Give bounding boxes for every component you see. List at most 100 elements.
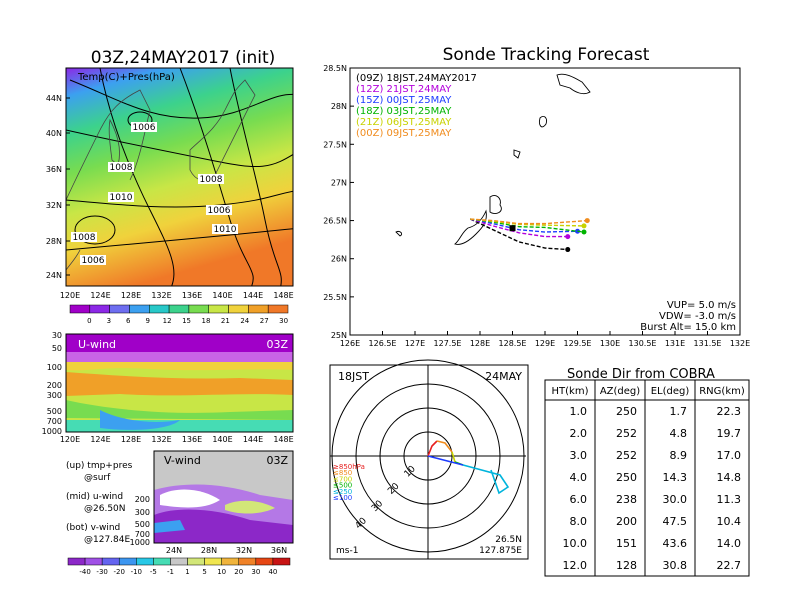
contour-label-bg [71,232,97,242]
temp-scale-label: 6 [126,317,131,325]
table-cell: 30.8 [663,559,688,572]
contour-label: 1008 [200,175,223,185]
u-lon-tick: 120E [60,435,80,444]
track-line [470,218,588,225]
wind-scale-label: 40 [268,568,277,576]
wind-scale-label: 1 [185,568,189,576]
x-tick-label: 132E [730,339,750,348]
wind-scale-label: -30 [96,568,107,576]
wind-swatch [255,557,274,566]
track-line [470,218,578,233]
wind-colorbar: -40 -30 -20 -10 -5 -1 1 5 10 20 30 40 [67,557,291,576]
contour-label: 1008 [110,163,133,173]
contour-label: 1008 [73,233,96,243]
map-lon-tick: 140E [212,291,232,300]
track-endpoint [565,234,571,240]
u-level-tick: 300 [47,391,62,400]
temp-swatch [149,304,170,314]
y-tick-label: 27N [331,178,347,187]
wind-swatch [238,557,257,566]
table-header-cell: HT(km) [552,386,589,397]
table-cell: 250 [616,405,637,418]
tracking-legend-entry: (18Z) 03JST,25MAY [356,106,452,117]
table-cell: 14.3 [663,471,688,484]
table-cell: 252 [616,427,637,440]
table-cell: 1.7 [670,405,688,418]
wind-swatch [67,557,86,566]
x-tick-label: 129E [535,339,555,348]
tracking-param: VUP= 5.0 m/s [667,300,736,311]
contour-label-bg [108,162,134,172]
hodo-unit: ms-1 [336,546,358,556]
tracking-series [469,218,590,253]
x-tick-label: 126.5E [369,339,397,348]
tracking-legend-entry: (21Z) 06JST,25MAY [356,117,452,128]
panel-legend-line: @surf [84,473,111,483]
contour-label: 1006 [208,206,231,216]
tracking-legend-entry: (15Z) 00JST,25MAY [356,95,452,106]
x-tick-label: 128.5E [499,339,527,348]
contour-label-bg [206,205,232,215]
map-lat-tick: 40N [46,129,62,138]
level-legend-entry: ≤100 [333,494,352,502]
table-cell: 151 [616,537,637,550]
y-tick-label: 28N [331,102,347,111]
u-lon-tick: 128E [121,435,141,444]
isobars [66,68,293,286]
map-lon-tick: 128E [121,291,141,300]
temp-swatch [109,304,130,314]
temp-scale-label: 12 [163,317,172,325]
v-level-tick: 200 [135,495,150,504]
u-level-tick: 50 [52,344,62,353]
map-lat-tick: 32N [46,201,62,210]
u-lon-tick: 144E [243,435,263,444]
level-legend-entry: ≥850hPa [333,463,365,471]
y-tick-label: 25.5N [323,293,347,302]
table-header-cell: AZ(deg) [600,386,640,397]
tracking-axes: 126E 126.5E 127E 127.5E 128E 128.5E 129E 129.5E… [323,64,750,348]
contour-label: 1006 [133,123,156,133]
wind-swatch [101,557,120,566]
table-cell: 47.5 [663,515,688,528]
wind-swatch [272,557,291,566]
y-tick-label: 27.5N [323,140,347,149]
contour-labels: 1006 1008 1010 1008 1008 1006 1010 1006 [71,122,238,266]
table-border [544,379,750,577]
map-lon-tick: 148E [273,291,293,300]
u-level-tick: 200 [47,381,62,390]
panel-legend-line: @26.50N [84,504,126,514]
table-cell: 252 [616,449,637,462]
temp-swatch [188,304,209,314]
wind-scale-label: -10 [131,568,142,576]
map-lat-axis: 44N 40N 36N 32N 28N 24N [46,94,70,280]
hodo-trace [427,440,510,495]
table-cell: 14.0 [717,537,742,550]
tracking-chart: 126E 126.5E 127E 127.5E 128E 128.5E 129E 129.5E… [323,64,750,348]
table-cell: 19.7 [717,427,742,440]
temp-pressure-map: Temp(C)+Pres(hPa) 44N 40N 36N 32N 28N 24N 120… [46,67,294,300]
temp-swatch [69,304,91,314]
y-tick-label: 28.5N [323,64,347,73]
wind-scale-label: 20 [234,568,243,576]
level-legend: ≥850hPa≤850≤700≤500≤250≤100 [333,463,365,502]
temp-scale-label: 0 [87,317,91,325]
islands [395,73,591,245]
track-endpoint [581,223,587,229]
y-tick-label: 26N [331,255,347,264]
wind-swatch [170,557,188,566]
map-lat-tick: 36N [46,165,62,174]
table-cell: 43.6 [663,537,688,550]
map-label: Temp(C)+Pres(hPa) [77,72,175,83]
u-level-tick: 1000 [42,427,62,436]
track-endpoint [584,218,590,224]
panel-legend-line: (up) tmp+pres [66,461,133,471]
table-cell: 17.0 [717,449,742,462]
temp-swatch [168,304,190,314]
table-cell: 10.0 [563,537,588,550]
table-cell: 1.0 [570,405,588,418]
x-tick-label: 129.5E [564,339,592,348]
temp-scale-label: 15 [182,317,191,325]
contour-label-bg [198,174,224,184]
tracking-legend-entry: (12Z) 21JST,24MAY [356,84,452,95]
map-lon-tick: 132E [151,291,171,300]
